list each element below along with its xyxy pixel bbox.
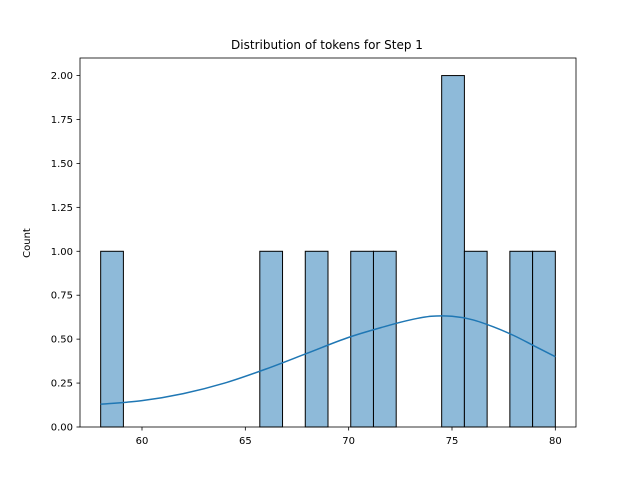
histogram-bar xyxy=(304,250,329,428)
y-tick-label: 1.25 xyxy=(51,203,73,214)
histogram-bar xyxy=(350,250,374,428)
chart-title: Distribution of tokens for Step 1 xyxy=(231,38,423,52)
histogram-bar xyxy=(259,250,284,428)
y-tick-label: 1.00 xyxy=(51,247,73,258)
histogram-bars xyxy=(100,75,556,428)
kde-curve xyxy=(100,315,556,405)
x-tick-label: 75 xyxy=(446,436,459,447)
x-tick-label: 70 xyxy=(342,436,355,447)
histogram-bar xyxy=(372,250,397,428)
plot-frame xyxy=(79,57,577,428)
x-axis-ticks: 60 65 70 75 80 xyxy=(136,427,562,447)
x-tick-label: 65 xyxy=(239,436,252,447)
y-tick-label: 1.75 xyxy=(51,115,73,126)
x-tick-label: 60 xyxy=(136,436,149,447)
histogram-bar xyxy=(441,75,465,428)
histogram-bar xyxy=(463,250,488,428)
kde-curve-group xyxy=(100,315,556,405)
x-tick-label: 80 xyxy=(549,436,562,447)
y-tick-label: 2.00 xyxy=(51,71,73,82)
y-tick-label: 0.50 xyxy=(51,335,73,346)
histogram-bar xyxy=(532,250,556,428)
y-axis-ticks: 0.00 0.25 0.50 0.75 1.00 1.25 1.50 1.75 2.00 xyxy=(51,71,80,434)
y-axis-label: Count xyxy=(22,228,33,258)
y-tick-label: 0.00 xyxy=(51,423,73,434)
y-tick-label: 0.25 xyxy=(51,379,73,390)
y-tick-label: 1.50 xyxy=(51,159,73,170)
y-tick-label: 0.75 xyxy=(51,291,73,302)
histogram-bar xyxy=(100,250,124,428)
